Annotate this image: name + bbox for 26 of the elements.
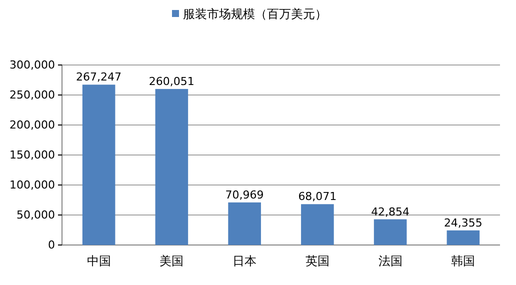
data-label: 42,854	[371, 205, 410, 218]
x-tick-label: 韩国	[451, 254, 476, 268]
y-tick-label: 200,000	[10, 118, 55, 132]
y-tick-label: 150,000	[10, 148, 55, 162]
x-tick-label: 日本	[232, 254, 257, 268]
x-tick-label: 中国	[86, 254, 111, 268]
bar	[446, 230, 480, 245]
y-tick-label: 300,000	[10, 58, 55, 72]
data-label: 68,071	[298, 190, 337, 204]
y-tick-label: 250,000	[10, 88, 55, 102]
bar	[301, 204, 334, 245]
data-label: 70,969	[225, 188, 264, 202]
y-tick-label: 50,000	[16, 208, 55, 222]
data-label: 260,051	[148, 74, 194, 88]
bar	[374, 219, 407, 245]
y-tick-label: 0	[48, 238, 55, 252]
bar	[228, 202, 261, 245]
legend-label: 服装市场规模（百万美元）	[183, 7, 327, 21]
y-tick-label: 100,000	[10, 178, 55, 192]
x-tick-label: 法国	[378, 254, 402, 268]
bar	[155, 88, 188, 245]
data-label: 24,355	[444, 216, 482, 230]
x-tick-label: 英国	[305, 254, 330, 268]
data-label: 267,247	[76, 70, 122, 84]
x-tick-label: 美国	[160, 254, 184, 268]
bar	[82, 84, 116, 245]
